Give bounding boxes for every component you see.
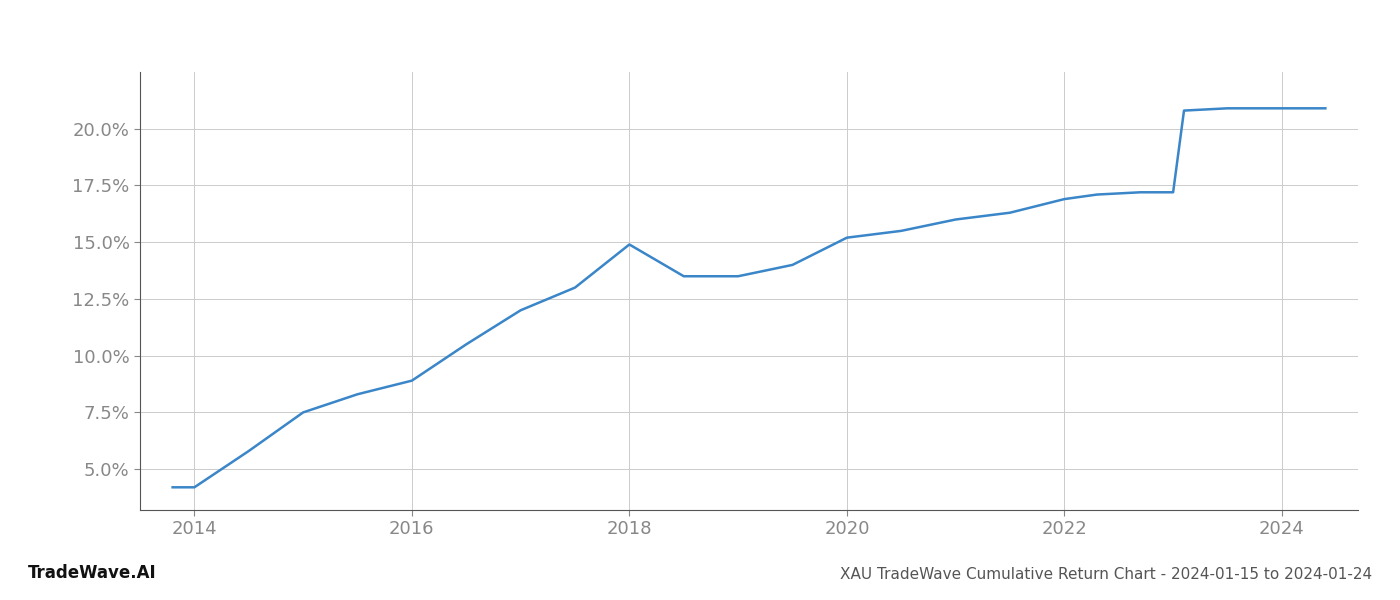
Text: XAU TradeWave Cumulative Return Chart - 2024-01-15 to 2024-01-24: XAU TradeWave Cumulative Return Chart - … [840, 567, 1372, 582]
Text: TradeWave.AI: TradeWave.AI [28, 564, 157, 582]
